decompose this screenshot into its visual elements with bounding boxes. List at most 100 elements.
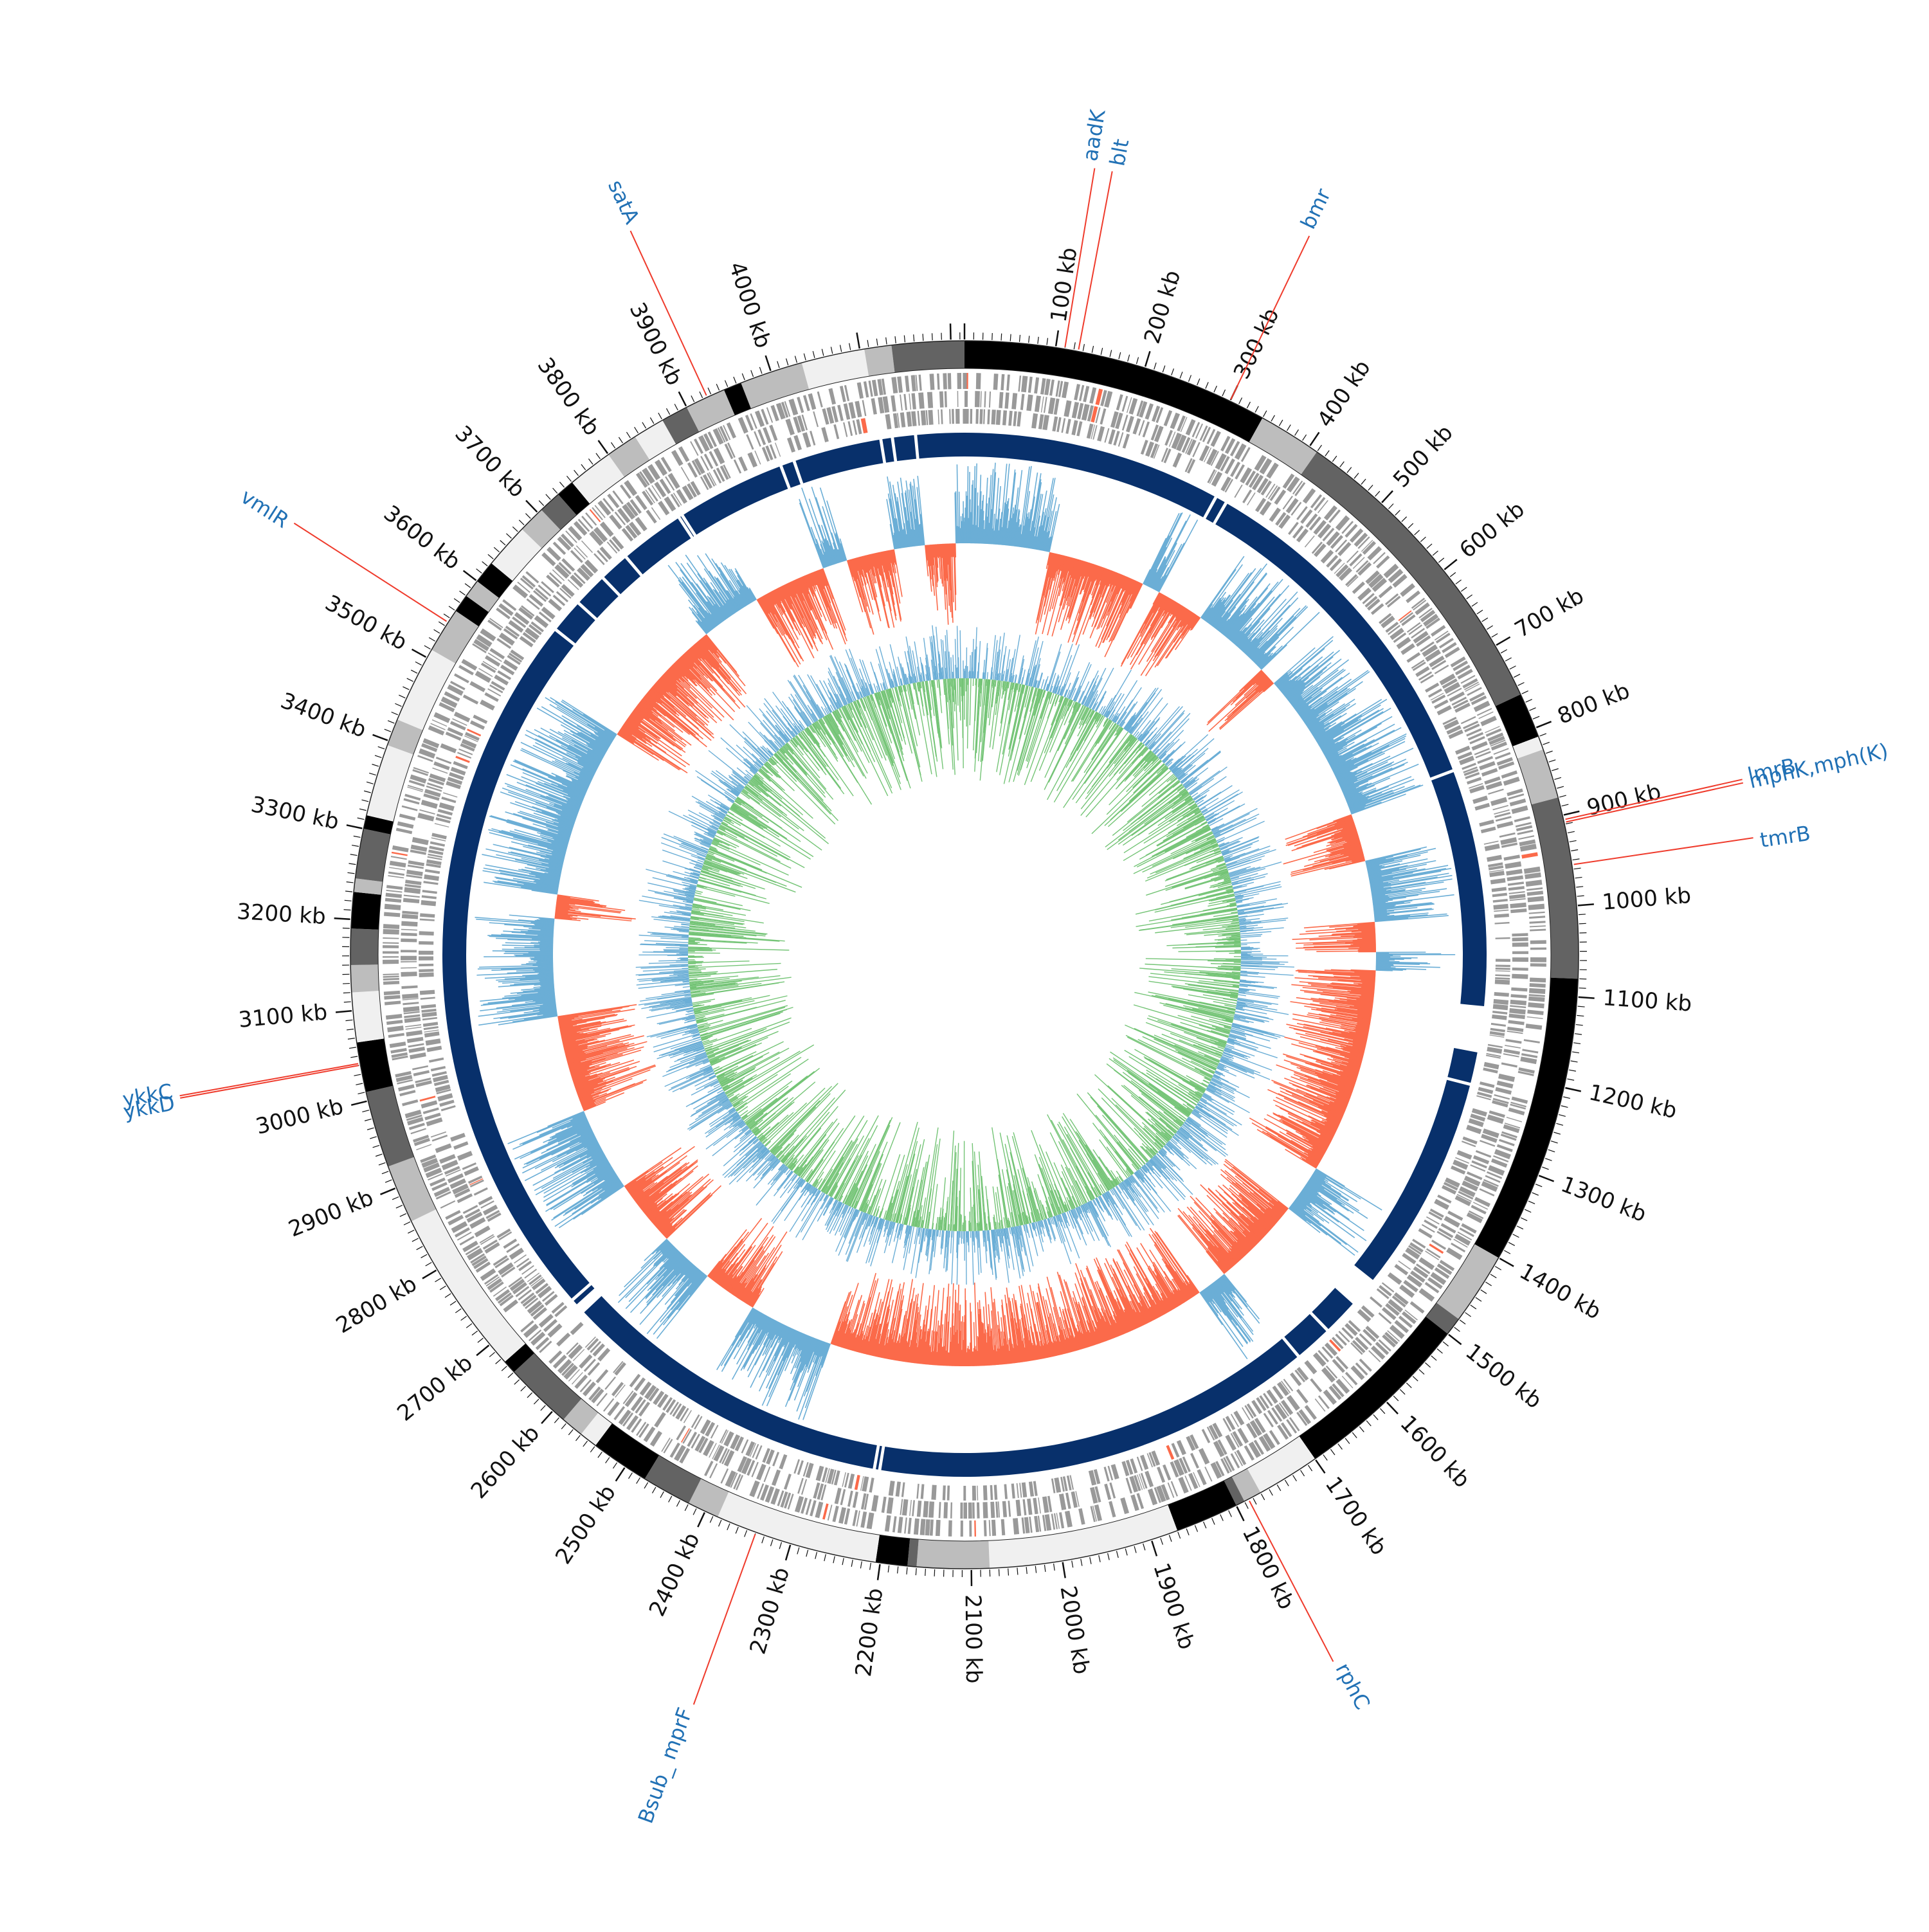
feature-mark <box>1004 1484 1008 1499</box>
feature-mark <box>1490 797 1507 806</box>
feature-mark <box>1296 1389 1309 1404</box>
feature-mark <box>961 1521 963 1537</box>
minor-tick <box>727 1524 730 1530</box>
dark-blue-gap <box>1342 1276 1364 1295</box>
feature-mark <box>597 500 611 516</box>
feature-mark <box>1530 983 1546 988</box>
feature-mark <box>990 1502 995 1518</box>
feature-mark <box>579 1355 592 1369</box>
feature-mark <box>1493 1004 1508 1011</box>
feature-mark <box>419 956 433 960</box>
feature-mark <box>518 1289 532 1301</box>
minor-tick <box>888 1566 889 1573</box>
feature-mark <box>440 1200 455 1209</box>
minor-tick <box>1081 1559 1082 1566</box>
minor-tick <box>1354 473 1359 479</box>
minor-tick <box>1188 375 1191 381</box>
feature-mark <box>994 1485 998 1499</box>
feature-mark <box>972 1486 976 1501</box>
minor-tick <box>1017 1567 1018 1575</box>
feature-mark <box>416 1144 431 1150</box>
minor-tick <box>635 427 638 433</box>
feature-mark <box>585 512 597 526</box>
feature-mark <box>1497 1081 1514 1088</box>
minor-tick <box>392 1196 399 1199</box>
feature-mark <box>1501 1062 1517 1067</box>
minor-tick <box>1044 1565 1045 1572</box>
feature-mark <box>1017 1483 1019 1498</box>
minor-tick <box>1525 1209 1531 1213</box>
feature-mark <box>1418 1288 1435 1301</box>
minor-tick <box>840 345 842 352</box>
feature-mark <box>405 1024 421 1027</box>
feature-mark <box>1064 401 1071 417</box>
feature-mark <box>1507 1117 1522 1123</box>
minor-tick <box>1487 626 1492 629</box>
major-tick <box>1578 904 1594 905</box>
minor-tick <box>1161 1538 1163 1544</box>
major-tick <box>766 356 771 371</box>
major-tick <box>878 1564 880 1580</box>
minor-tick <box>1495 1267 1501 1270</box>
feature-mark <box>1345 574 1357 586</box>
tick-label: 1100 kb <box>1602 985 1692 1016</box>
minor-tick <box>1575 877 1582 878</box>
tick-label: 1000 kb <box>1601 883 1692 916</box>
minor-tick <box>411 670 417 673</box>
minor-tick <box>1108 1553 1110 1560</box>
feature-mark <box>905 375 910 392</box>
minor-tick <box>362 1110 369 1112</box>
minor-tick <box>489 1352 494 1357</box>
feature-mark <box>1062 381 1069 398</box>
feature-mark <box>419 941 433 945</box>
minor-tick <box>1295 429 1299 435</box>
feature-mark <box>420 1096 436 1101</box>
feature-mark <box>626 1415 638 1431</box>
tick-label: 1200 kb <box>1586 1079 1679 1124</box>
feature-mark <box>392 845 409 853</box>
minor-tick <box>598 1452 602 1458</box>
feature-mark <box>833 424 839 439</box>
minor-tick <box>426 1263 432 1267</box>
feature-mark <box>408 1047 425 1053</box>
feature-mark <box>422 1017 437 1020</box>
minor-tick <box>399 695 405 698</box>
feature-mark <box>1529 912 1545 914</box>
feature-mark <box>1529 988 1545 994</box>
feature-mark <box>419 973 433 977</box>
dark-blue-gap <box>1458 1007 1485 1013</box>
minor-tick <box>488 554 493 559</box>
feature-mark <box>975 409 979 424</box>
feature-mark <box>401 921 417 926</box>
major-tick <box>1236 1506 1244 1521</box>
minor-tick <box>652 1487 656 1494</box>
minor-tick <box>1492 633 1498 637</box>
minor-tick <box>1220 1514 1224 1521</box>
feature-mark <box>943 373 947 389</box>
feature-mark <box>975 391 980 407</box>
feature-mark <box>861 418 868 433</box>
tick-label: 200 kb <box>1139 267 1186 347</box>
feature-mark <box>463 694 478 705</box>
minor-tick <box>1431 1356 1436 1360</box>
feature-mark <box>1496 959 1510 962</box>
feature-mark <box>383 929 399 935</box>
minor-tick <box>708 388 711 394</box>
minor-tick <box>1543 742 1549 745</box>
minor-tick <box>521 1386 526 1391</box>
minor-tick <box>1026 1567 1027 1574</box>
feature-mark <box>1116 394 1123 410</box>
feature-mark <box>1041 397 1044 413</box>
feature-mark <box>928 410 933 424</box>
minor-tick <box>1001 334 1002 341</box>
feature-mark <box>423 1107 439 1114</box>
feature-mark <box>921 410 927 425</box>
feature-mark <box>808 393 817 410</box>
minor-tick <box>1393 1396 1399 1401</box>
feature-mark <box>1024 1517 1030 1533</box>
minor-tick <box>367 1128 374 1130</box>
feature-mark <box>984 392 986 408</box>
minor-tick <box>762 1537 765 1543</box>
feature-mark <box>1493 899 1508 903</box>
